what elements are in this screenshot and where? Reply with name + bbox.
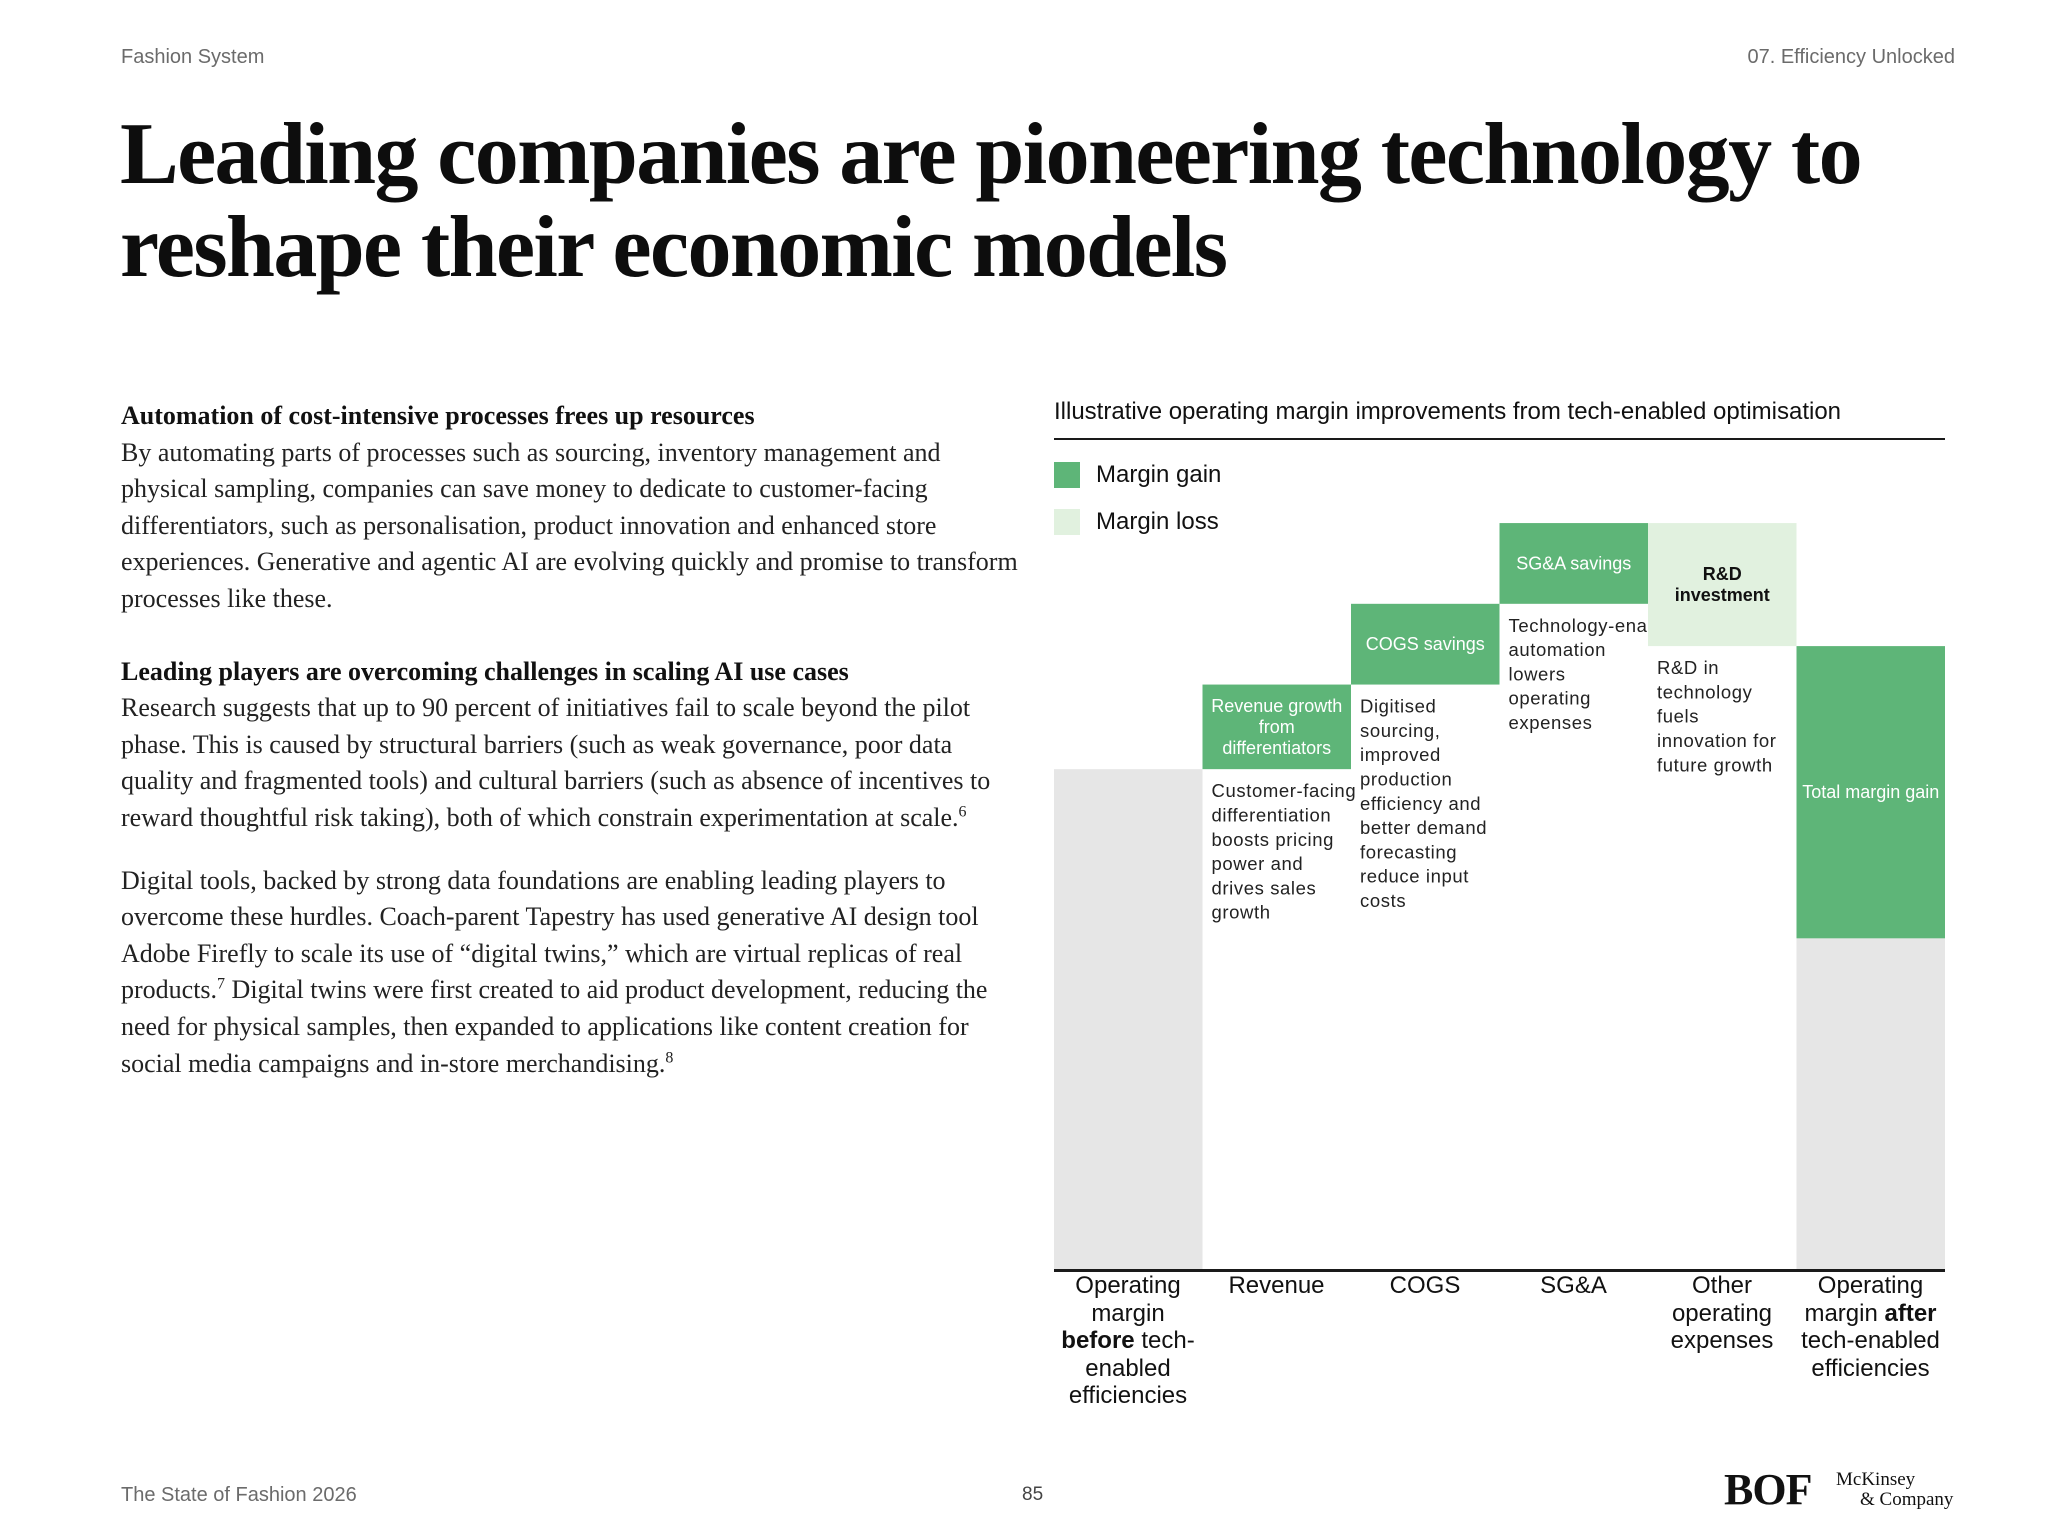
chart-title-rule [1054, 438, 1945, 440]
legend-item-gain: Margin gain [1054, 460, 1221, 490]
paragraph-3-text-a: Digital tools, backed by strong data fou… [121, 865, 979, 1005]
bof-logo: BOF [1724, 1465, 1812, 1514]
x-label-cogs: COGS [1389, 1272, 1461, 1299]
page-title: Leading companies are pioneering technol… [120, 106, 1863, 296]
paragraph-3-text-b: Digital twins were first created to aid … [121, 975, 988, 1078]
bar-sga [1499, 523, 1648, 604]
paragraph-1: By automating parts of processes such as… [121, 437, 1018, 613]
footnote-ref-8[interactable]: 8 [665, 1048, 674, 1066]
paragraph-3: Digital tools, backed by strong data fou… [121, 863, 1021, 1083]
x-label-before: Operating margin before tech-enabled eff… [1061, 1272, 1195, 1409]
legend-swatch-gain [1054, 462, 1080, 488]
legend-swatch-loss [1054, 509, 1080, 535]
section-label: Fashion System [121, 46, 265, 68]
legend-item-loss: Margin loss [1054, 507, 1219, 537]
chart-title: Illustrative operating margin improvemen… [1054, 398, 1842, 425]
bar-before [1054, 769, 1203, 1269]
bar-label-cogs: COGS savings [1366, 634, 1485, 654]
chapter-label: 07. Efficiency Unlocked [1747, 46, 1955, 68]
paragraph-heading-2: Leading players are overcoming challenge… [121, 656, 849, 686]
legend-label-loss: Margin loss [1096, 508, 1219, 535]
paragraph-heading-1: Automation of cost-intensive processes f… [121, 401, 755, 430]
footer-publication: The State of Fashion 2026 [121, 1484, 357, 1506]
bar-after [1796, 646, 1945, 939]
bar-label-after: Total margin gain [1802, 782, 1939, 802]
bar-label-other: R&D investment [1675, 564, 1770, 605]
bar-note-sga: Technology-enabled automation lowers operat… [1509, 615, 1685, 733]
footnote-ref-7[interactable]: 7 [217, 975, 226, 993]
mckinsey-logo: McKinsey & Company [1836, 1469, 1954, 1510]
bar-after-base [1796, 938, 1945, 1269]
bar-note-revenue: Customer-facing differentiation boosts pri… [1212, 780, 1357, 923]
page-number: 85 [1022, 1484, 1044, 1505]
x-label-after: Operating margin after tech-enabled effi… [1801, 1272, 1940, 1382]
bar-label-sga: SG&A savings [1516, 553, 1631, 573]
bar-note-cogs: Digitised sourcing, improved production effi… [1360, 696, 1487, 911]
bar-label-revenue: Revenue growth from differentiators [1211, 696, 1342, 758]
paragraph-2: Research suggests that up to 90 percent … [121, 690, 1021, 836]
bar-revenue [1202, 684, 1351, 770]
bar-other [1648, 523, 1797, 647]
x-label-other: Other operating expenses [1670, 1272, 1774, 1354]
bar-note-other: R&D in technology fuels innovation for futur… [1657, 657, 1776, 775]
x-label-revenue: Revenue [1228, 1272, 1325, 1299]
x-axis-line [1054, 1269, 1945, 1272]
x-label-sga: SG&A [1540, 1272, 1607, 1299]
bar-cogs [1351, 603, 1500, 685]
body-text: Automation of cost-intensive processes f… [121, 398, 1021, 1082]
waterfall-chart: Revenue growth from differentiators Custome… [1054, 523, 1945, 1272]
legend-label-gain: Margin gain [1096, 461, 1222, 488]
paragraph-2-text: Research suggests that up to 90 percent … [121, 693, 991, 832]
footnote-ref-6[interactable]: 6 [958, 803, 967, 821]
